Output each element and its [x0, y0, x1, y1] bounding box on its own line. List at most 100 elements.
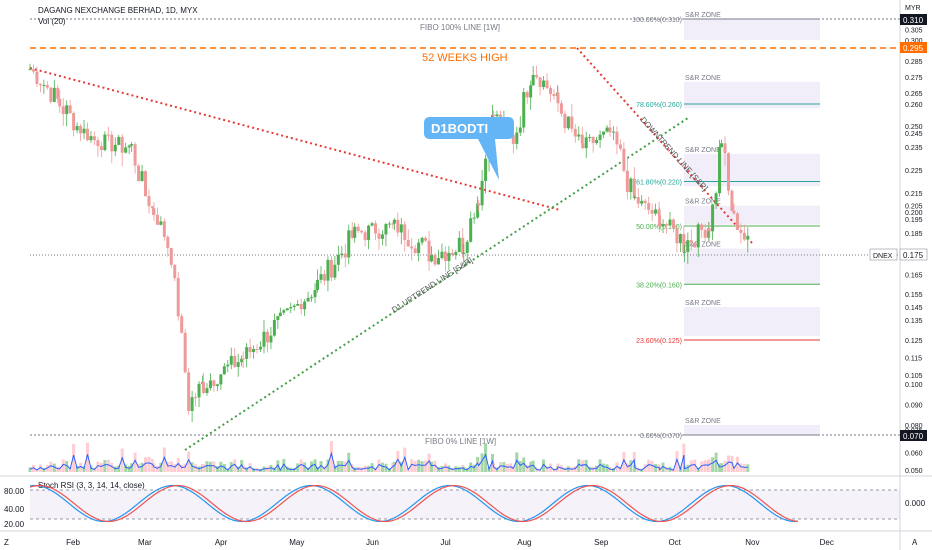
candle-body[interactable] [625, 170, 629, 193]
candle-body[interactable] [360, 230, 364, 233]
candle-body[interactable] [726, 153, 730, 191]
candle-body[interactable] [326, 259, 330, 281]
downtrend-line-right[interactable] [576, 47, 753, 244]
candle-body[interactable] [522, 92, 526, 128]
candle-body[interactable] [577, 134, 581, 137]
candle-body[interactable] [450, 252, 454, 256]
candle-body[interactable] [356, 226, 360, 231]
candle-body[interactable] [215, 384, 219, 387]
candle-body[interactable] [511, 135, 515, 144]
candle-body[interactable] [549, 88, 553, 95]
candle-body[interactable] [374, 223, 378, 234]
candle-body[interactable] [515, 132, 519, 144]
candle-body[interactable] [696, 224, 700, 248]
candle-body[interactable] [205, 388, 209, 393]
candle-body[interactable] [45, 85, 49, 88]
candle-body[interactable] [608, 127, 612, 133]
candle-body[interactable] [650, 209, 654, 214]
candle-body[interactable] [289, 307, 293, 309]
candle-body[interactable] [212, 380, 216, 387]
candle-body[interactable] [399, 224, 403, 233]
candle-body[interactable] [700, 224, 704, 230]
candle-body[interactable] [436, 258, 440, 265]
candle-body[interactable] [269, 335, 273, 343]
candle-body[interactable] [303, 301, 307, 310]
candle-body[interactable] [236, 362, 240, 367]
candle-body[interactable] [671, 219, 675, 229]
candle-body[interactable] [92, 136, 96, 141]
candle-body[interactable] [387, 223, 391, 225]
candle-body[interactable] [647, 203, 651, 210]
candle-body[interactable] [120, 136, 124, 153]
candle-body[interactable] [730, 190, 734, 211]
candle-body[interactable] [689, 240, 693, 243]
candle-body[interactable] [285, 308, 289, 311]
candle-body[interactable] [370, 223, 374, 226]
candle-body[interactable] [707, 228, 711, 232]
candle-body[interactable] [79, 126, 83, 134]
candle-body[interactable] [654, 209, 658, 214]
candle-body[interactable] [545, 80, 549, 89]
candle-body[interactable] [259, 346, 263, 350]
candle-body[interactable] [99, 146, 103, 151]
candle-body[interactable] [377, 233, 381, 239]
candle-body[interactable] [472, 217, 476, 219]
candle-body[interactable] [343, 253, 347, 258]
candle-body[interactable] [682, 234, 686, 253]
candle-body[interactable] [166, 236, 170, 248]
candle-body[interactable] [150, 206, 154, 209]
candle-body[interactable] [169, 247, 173, 265]
candle-body[interactable] [278, 312, 282, 317]
candle-body[interactable] [538, 77, 542, 87]
candle-body[interactable] [333, 264, 337, 278]
candle-body[interactable] [469, 218, 473, 242]
candle-body[interactable] [636, 197, 640, 204]
candle-body[interactable] [329, 259, 333, 278]
candle-body[interactable] [241, 358, 245, 360]
candle-body[interactable] [322, 274, 326, 281]
d1bodti-callout[interactable]: D1BODTI [424, 117, 514, 180]
candle-body[interactable] [495, 114, 499, 117]
candle-body[interactable] [714, 193, 718, 205]
candle-body[interactable] [570, 116, 574, 129]
candle-body[interactable] [462, 252, 466, 254]
candle-body[interactable] [65, 105, 69, 115]
candle-body[interactable] [668, 219, 672, 226]
candle-body[interactable] [248, 347, 252, 353]
a-label[interactable]: A [912, 538, 918, 547]
candle-body[interactable] [296, 303, 300, 306]
candle-body[interactable] [584, 137, 588, 149]
candle-body[interactable] [454, 252, 458, 256]
candle-body[interactable] [427, 240, 431, 262]
candle-body[interactable] [159, 221, 163, 225]
candle-body[interactable] [144, 171, 148, 197]
candle-body[interactable] [739, 230, 743, 233]
candle-body[interactable] [187, 372, 191, 411]
candle-body[interactable] [622, 148, 626, 171]
candle-body[interactable] [353, 226, 357, 238]
candle-body[interactable] [306, 297, 310, 302]
candle-body[interactable] [665, 224, 669, 226]
candle-body[interactable] [176, 278, 180, 317]
candle-body[interactable] [316, 279, 320, 290]
candle-body[interactable] [605, 127, 609, 132]
candle-body[interactable] [447, 252, 451, 262]
candle-body[interactable] [693, 242, 697, 248]
candle-body[interactable] [226, 364, 230, 367]
candle-body[interactable] [42, 85, 46, 87]
candle-body[interactable] [461, 237, 465, 254]
downtrend-line-left[interactable] [29, 67, 561, 211]
candle-body[interactable] [49, 87, 53, 102]
candle-body[interactable] [720, 143, 724, 148]
candle-body[interactable] [103, 134, 107, 151]
candle-body[interactable] [476, 203, 480, 218]
candle-body[interactable] [417, 242, 421, 254]
candle-body[interactable] [162, 221, 166, 237]
candle-body[interactable] [580, 134, 584, 144]
candle-body[interactable] [735, 213, 739, 231]
candle-body[interactable] [556, 92, 560, 104]
candle-body[interactable] [137, 165, 141, 182]
candle-body[interactable] [319, 274, 323, 280]
candle-body[interactable] [347, 230, 351, 258]
candle-body[interactable] [133, 144, 137, 166]
